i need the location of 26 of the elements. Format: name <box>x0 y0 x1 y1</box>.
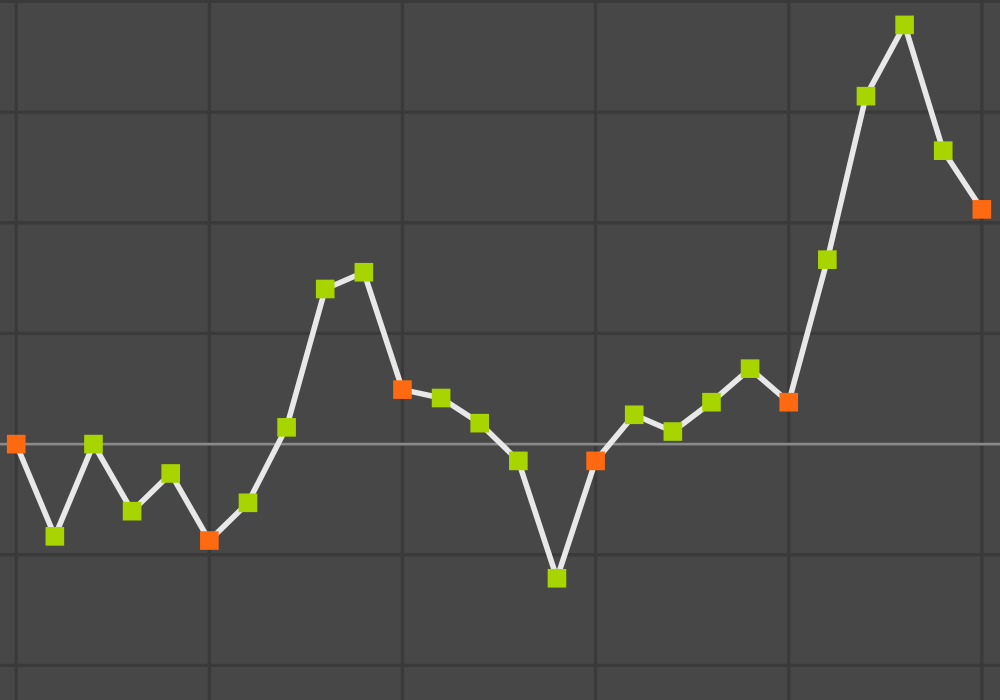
point <box>933 141 953 160</box>
point <box>200 531 219 550</box>
point <box>818 250 837 269</box>
point <box>972 200 992 219</box>
point <box>6 434 26 454</box>
point <box>470 413 490 433</box>
point <box>45 527 65 546</box>
point <box>354 262 374 282</box>
point <box>509 451 528 471</box>
point <box>895 15 914 35</box>
point <box>393 380 412 399</box>
point <box>84 434 103 454</box>
point <box>702 392 721 412</box>
point <box>856 86 876 106</box>
point <box>431 388 451 408</box>
point <box>586 451 605 471</box>
point <box>740 359 760 378</box>
point <box>547 568 567 588</box>
point <box>277 418 296 437</box>
point <box>161 464 181 483</box>
point <box>624 405 644 425</box>
point <box>779 392 799 412</box>
point <box>315 279 335 299</box>
point <box>122 501 142 521</box>
point <box>663 422 683 441</box>
point <box>238 493 258 513</box>
